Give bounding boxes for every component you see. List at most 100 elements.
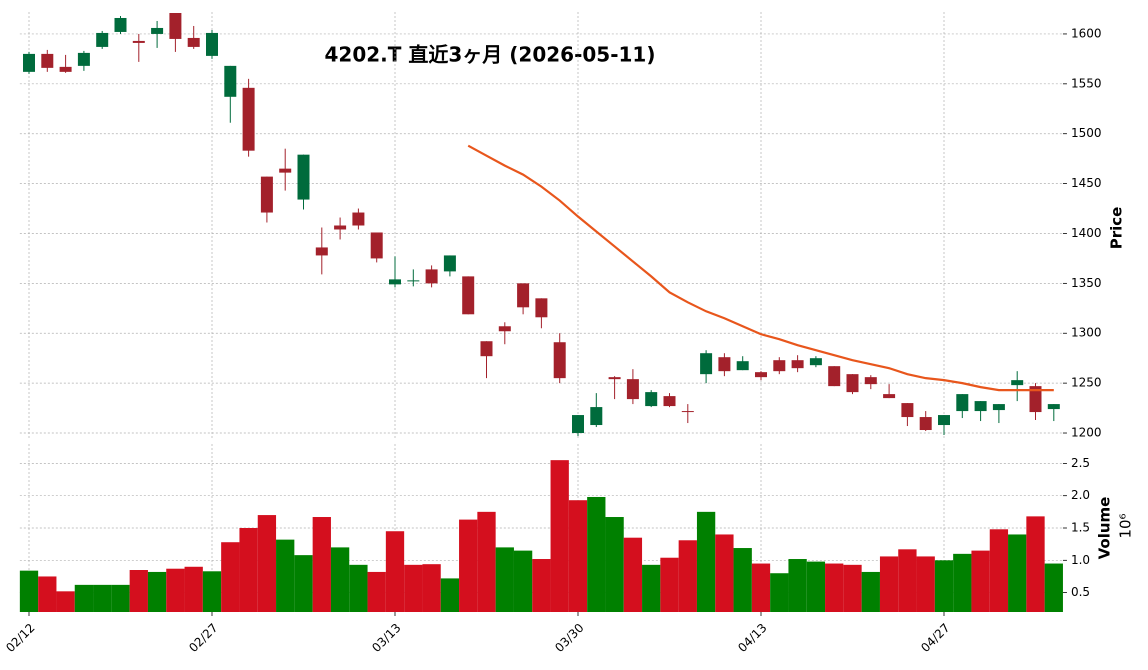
chart-title: 4202.T 直近3ヶ月 (2026-05-11) — [325, 43, 656, 67]
candle-body — [41, 53, 54, 68]
volume-bar — [751, 563, 771, 612]
volume-bar — [349, 564, 368, 612]
candle-body — [791, 360, 804, 369]
candle-body — [718, 357, 731, 372]
candle-body — [370, 232, 383, 259]
volume-tick-label: 0.5 — [1071, 585, 1090, 599]
volume-bar — [715, 534, 734, 612]
volume-bar — [587, 496, 606, 612]
volume-bar — [1026, 516, 1045, 612]
y-tick-label: 1600 — [1071, 26, 1102, 40]
volume-bar — [532, 559, 551, 612]
candle-body — [96, 32, 109, 47]
candle-body — [334, 225, 347, 230]
candle-body — [407, 280, 420, 282]
volume-bar — [330, 547, 350, 612]
candle-body — [864, 377, 877, 385]
volume-tick-label: 2.0 — [1071, 488, 1090, 502]
candle-body — [352, 212, 365, 226]
volume-bar — [312, 517, 331, 612]
volume-bar — [1044, 563, 1063, 612]
candle-body — [59, 66, 72, 72]
candle-body — [755, 372, 767, 378]
volume-bar — [568, 500, 588, 612]
volume-bar — [422, 564, 441, 612]
y-tick-label: 1450 — [1071, 176, 1102, 190]
x-tick-label: 04/13 — [735, 621, 769, 655]
volume-tick-label: 1.0 — [1071, 553, 1090, 567]
candle-body — [645, 392, 658, 407]
candle-body — [828, 366, 841, 387]
candle-body — [681, 411, 694, 413]
candle-body — [425, 269, 438, 284]
volume-bar — [404, 564, 423, 612]
volume-bar — [971, 550, 990, 612]
y-tick-label: 1200 — [1071, 426, 1102, 440]
candle-body — [608, 377, 621, 380]
candle-body — [535, 298, 548, 318]
volume-bar — [623, 537, 643, 612]
volume-bar — [513, 550, 533, 612]
candle-body — [956, 394, 969, 412]
volume-bar — [93, 584, 112, 612]
candle-body — [974, 401, 987, 412]
y-tick-label: 1400 — [1071, 226, 1102, 240]
volume-bar — [276, 539, 295, 612]
candle-body — [590, 407, 603, 426]
volume-bar — [111, 584, 130, 612]
volume-bar — [660, 557, 679, 612]
volume-bar — [861, 571, 880, 612]
candle-body — [169, 12, 182, 39]
x-tick-label: 03/30 — [552, 621, 586, 655]
volume-offset-label: 10⁶ — [1117, 513, 1135, 538]
volume-bar — [788, 559, 807, 612]
volume-bar — [605, 517, 624, 612]
volume-tick-label: 1.5 — [1071, 521, 1090, 535]
volume-bar — [129, 570, 148, 612]
volume-bar — [367, 571, 386, 612]
candle-body — [663, 396, 676, 407]
volume-bar — [733, 548, 752, 612]
volume-bar — [56, 591, 75, 612]
x-tick-label: 03/13 — [369, 621, 403, 655]
candle-body — [1047, 404, 1060, 410]
volume-bar — [879, 556, 899, 612]
volume-bar — [459, 519, 478, 612]
volume-bar — [184, 566, 203, 612]
volume-bar — [696, 511, 716, 612]
volume-bar — [440, 578, 460, 612]
candle-body — [242, 87, 255, 151]
volume-bar — [843, 564, 862, 612]
candle-body — [883, 394, 896, 399]
candle-body — [224, 65, 237, 97]
candle-body — [919, 417, 932, 431]
volume-bar — [477, 511, 496, 612]
candle-body — [315, 247, 328, 256]
candle-body — [279, 168, 292, 173]
volume-bar — [550, 460, 569, 612]
candle-body — [1029, 386, 1042, 413]
volume-bar — [678, 540, 697, 612]
candle-body — [480, 341, 493, 357]
candle-body — [23, 53, 35, 72]
candle-body — [443, 255, 456, 272]
volume-tick-label: 2.5 — [1071, 456, 1090, 470]
candle-body — [553, 342, 566, 379]
volume-bar — [770, 573, 789, 612]
volume-bar — [202, 571, 222, 612]
candle-body — [1011, 380, 1024, 386]
candle-body — [626, 379, 639, 400]
volume-bar — [934, 560, 954, 612]
volume-bar — [989, 529, 1009, 612]
candle-body — [151, 27, 164, 34]
candle-body — [297, 154, 310, 200]
candle-body — [773, 360, 786, 372]
candle-body — [572, 415, 584, 434]
volume-bar — [898, 549, 917, 612]
candle-body — [206, 32, 218, 56]
x-tick-label: 02/12 — [3, 621, 37, 655]
volume-bar — [239, 528, 258, 612]
volume-axis-label: Volume — [1096, 497, 1114, 560]
